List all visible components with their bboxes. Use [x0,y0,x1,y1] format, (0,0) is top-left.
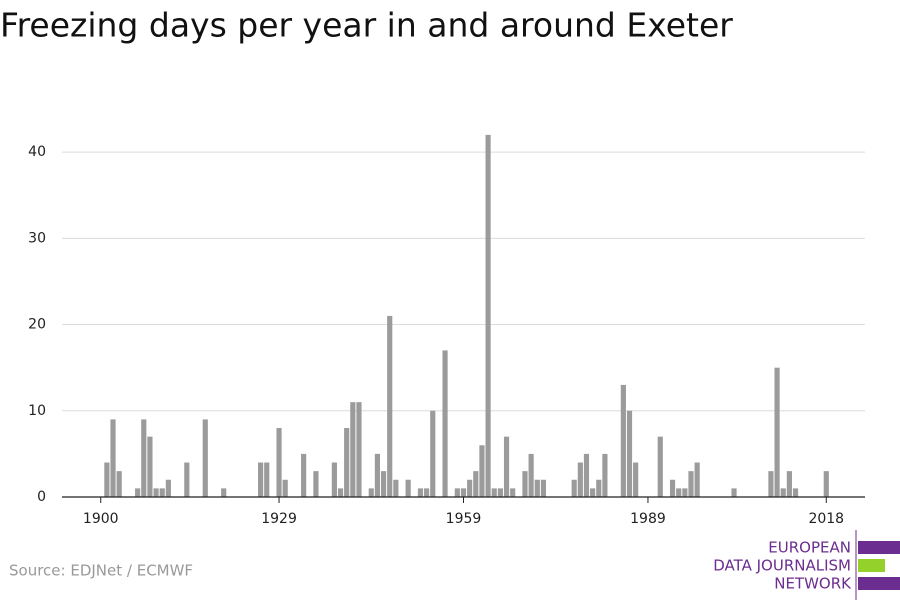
bar [792,488,799,497]
y-tick-label: 0 [37,489,46,505]
bar [141,419,147,497]
bar [491,488,497,497]
bar [110,419,116,497]
bar [626,410,633,497]
logo-bar [858,577,900,590]
bar [479,445,485,497]
logo-text: NETWORK [774,575,852,593]
bar [344,428,350,497]
bar [393,479,399,497]
bar [583,453,590,497]
bar [424,488,430,497]
bar [633,462,639,497]
bar [276,428,282,497]
bar [768,471,774,497]
bar [473,471,479,497]
bar [676,488,682,497]
bar [590,488,596,497]
logo-text: DATA JOURNALISM [713,557,851,575]
bar [282,479,288,497]
bar [669,479,676,497]
chart-title: Freezing days per year in and around Exe… [0,6,733,45]
bar [497,488,503,497]
bar [153,488,159,497]
y-tick-label: 10 [28,403,46,419]
bar [430,410,436,497]
x-tick-label: 1900 [83,511,119,527]
bar [417,488,424,497]
x-tick-label: 1929 [261,511,297,527]
bar [350,402,356,497]
bar [467,479,473,497]
bar [657,436,663,497]
bar [387,315,393,497]
bar [823,471,829,497]
y-tick-label: 20 [28,317,46,333]
bar [116,471,122,497]
y-tick-label: 40 [28,144,46,160]
x-tick-label: 2018 [808,511,844,527]
bar [221,488,227,497]
bar [694,462,700,497]
bar [380,471,387,497]
bar [405,479,411,497]
bar [571,479,577,497]
x-tick-label: 1959 [446,511,482,527]
bar [596,479,602,497]
bar [774,367,780,497]
bar [688,471,694,497]
logo-bar [858,559,885,572]
bar [682,488,688,497]
bar [165,479,171,497]
bar [356,402,362,497]
bar [135,488,141,497]
bar [485,134,491,497]
source: Source: EDJNet / ECMWF [9,562,193,580]
bar [522,471,528,497]
bar [104,462,110,497]
x-tick-label: 1989 [630,511,666,527]
bar [442,350,448,497]
logo-text: EUROPEAN [768,539,851,557]
bar [602,453,608,497]
bar [313,471,319,497]
bar [454,488,460,497]
bar [540,479,547,497]
bar [374,453,381,497]
bar [258,462,264,497]
bar [503,436,510,497]
bar [786,471,792,497]
bar [337,488,344,497]
bar [510,488,516,497]
bar [264,462,270,497]
y-tick-label: 30 [28,230,46,246]
bar [460,488,467,497]
logo-bar [858,541,900,554]
bar [780,488,786,497]
bar [147,436,153,497]
bar [331,462,337,497]
bar [184,462,190,497]
bar [159,488,165,497]
bar [731,488,737,497]
bar [528,453,534,497]
bar [301,453,307,497]
bar [577,462,583,497]
bar [202,419,208,497]
bar [534,479,540,497]
bar [620,384,626,497]
bar [368,488,374,497]
